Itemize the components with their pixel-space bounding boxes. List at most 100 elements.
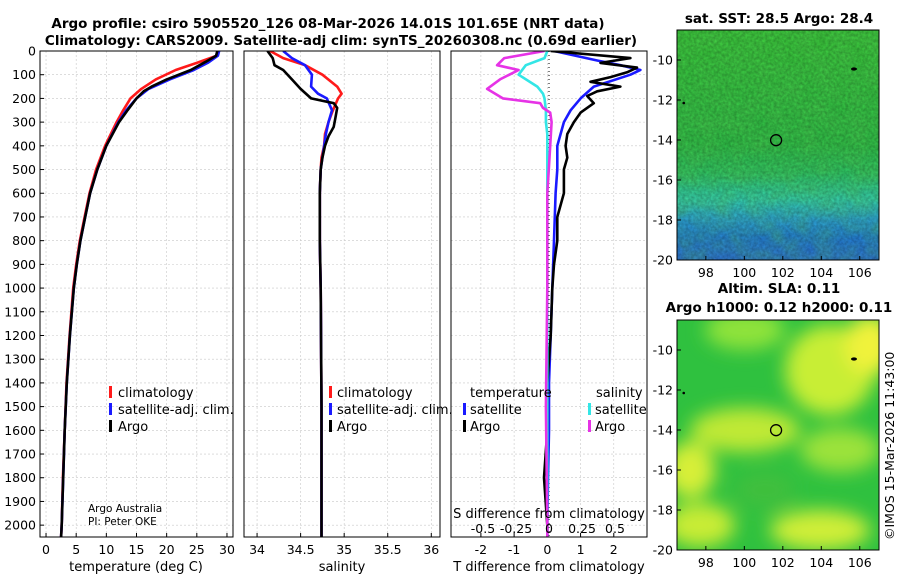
legend-temp-satellite-label: satellite [470, 403, 522, 418]
temperature-difference-tick-labels: -2 -1 0 1 2 [475, 542, 618, 557]
map-y-tick-label: -14 [653, 133, 673, 148]
y-tick-label: 100 [12, 67, 36, 82]
x-tick-label: 20 [159, 542, 175, 557]
y-tick-label: 800 [12, 233, 36, 248]
x-tick-label: 34 [249, 542, 265, 557]
x-tick-label: 25 [189, 542, 205, 557]
y-tick-label: 1300 [4, 352, 36, 367]
legend-sal-argo-label: Argo [595, 420, 625, 435]
y-tick-label: 1000 [4, 281, 36, 296]
x-tick-label: 35.5 [374, 542, 402, 557]
credit-line-1: Argo Australia [88, 503, 162, 515]
title-line-2: Climatology: CARS2009. Satellite-adj cli… [45, 33, 637, 49]
map-y-tick-label: -14 [653, 423, 673, 438]
copyright-stamp: ©IMOS 15-Mar-2026 11:43:00 [882, 352, 897, 540]
legend-sal-satellite-swatch [588, 403, 591, 415]
map-y-tick-label: -16 [653, 173, 673, 188]
legend-argo-swatch [109, 420, 112, 432]
altimetry-title-2: Argo h1000: 0.12 h2000: 0.11 [666, 300, 893, 316]
legend-climatology-label: climatology [118, 386, 194, 401]
y-tick-label: 1800 [4, 470, 36, 485]
sst-tick-labels: 98 100 102 104 106 -10 -12 -14 -16 -18 -20 [653, 53, 872, 281]
x-tick-label-salinity: 0 [545, 521, 553, 536]
y-tick-label: 1600 [4, 423, 36, 438]
temperature-xlabel: temperature (deg C) [69, 560, 203, 575]
y-tick-label: 2000 [4, 518, 36, 533]
x-tick-label: 35 [336, 542, 352, 557]
map-y-tick-label: -18 [653, 503, 673, 518]
temperature-lines [59, 51, 221, 537]
island-marker [682, 101, 686, 105]
y-tick-label: 300 [12, 115, 36, 130]
y-tick-label: 500 [12, 162, 36, 177]
map-y-tick-label: -20 [653, 253, 673, 268]
legend-climatology-label: climatology [337, 386, 413, 401]
salinity-grid [244, 50, 440, 537]
sla-tick-labels: 98 100 102 104 106 -10 -12 -14 -16 -18 -20 [653, 343, 872, 571]
salinity-legend: climatology satellite-adj. clim. Argo [329, 386, 453, 435]
difference-panel: -2 -1 0 1 2 -0.5 -0.25 0 0.25 0.5 S difference f… [450, 50, 648, 575]
y-tick-label: 700 [12, 209, 36, 224]
x-tick-label: 0 [543, 542, 551, 557]
map-y-tick-label: -12 [653, 383, 673, 398]
series-line [542, 51, 639, 537]
legend-climatology-swatch [109, 386, 112, 398]
salinity-panel: 34 34.5 35 35.5 36 salinity climatology sate… [243, 50, 453, 575]
difference-axes-box [450, 50, 648, 538]
y-tick-label: 900 [12, 257, 36, 272]
y-tick-label: 600 [12, 186, 36, 201]
temperature-grid [40, 50, 233, 537]
sst-map: sat. SST: 28.5 Argo: 28.4 98 100 102 104 106… [653, 11, 880, 281]
sla-markers [682, 357, 857, 437]
title-line-1: Argo profile: csiro 5905520_126 08-Mar-2… [51, 16, 604, 32]
map-y-tick-label: -20 [653, 543, 673, 558]
legend-satellite-label: satellite-adj. clim. [337, 403, 453, 418]
y-tick-label: 200 [12, 91, 36, 106]
y-tick-label: 1900 [4, 494, 36, 509]
legend-sal-satellite-label: satellite [595, 403, 647, 418]
x-tick-label: 15 [129, 542, 145, 557]
map-x-tick-label: 100 [732, 265, 756, 280]
y-tick-label: 1700 [4, 447, 36, 462]
legend-header-temperature: temperature [470, 386, 552, 401]
depth-tick-labels: 0 100 200 300 400 500 600 700 800 900 1000 1100 1200… [4, 44, 44, 533]
map-x-tick-label: 102 [771, 265, 795, 280]
salinity-difference-tick-labels: -0.5 -0.25 0 0.25 0.5 [471, 521, 625, 536]
salinity-axes-box [243, 50, 441, 538]
legend-header-salinity: salinity [596, 386, 643, 401]
salinity-difference-xlabel: S difference from climatology [453, 507, 645, 522]
legend-argo-label: Argo [337, 420, 367, 435]
x-tick-label: -2 [475, 542, 487, 557]
series-line [59, 51, 219, 537]
map-y-tick-label: -18 [653, 213, 673, 228]
y-tick-label: 1500 [4, 399, 36, 414]
difference-lines [485, 51, 642, 537]
x-tick-label: 34.5 [287, 542, 315, 557]
x-tick-label: -1 [508, 542, 520, 557]
difference-legend: temperature salinity satellite Argo sate… [463, 386, 647, 435]
map-x-tick-label: 106 [848, 265, 872, 280]
legend-satellite-swatch [329, 403, 332, 415]
temperature-difference-xlabel: T difference from climatology [452, 560, 645, 575]
x-tick-label: 1 [577, 542, 585, 557]
island-marker [850, 357, 857, 361]
temperature-tick-labels: 0 5 10 15 20 25 30 [42, 542, 235, 557]
legend-sal-argo-swatch [588, 420, 591, 432]
legend-satellite-label: satellite-adj. clim. [118, 403, 234, 418]
x-tick-label-salinity: -0.25 [500, 521, 532, 536]
x-tick-label: 0 [42, 542, 50, 557]
legend-satellite-swatch [109, 403, 112, 415]
temperature-legend: climatology satellite-adj. clim. Argo [109, 386, 234, 435]
map-y-tick-label: -10 [653, 343, 673, 358]
y-tick-label: 1200 [4, 328, 36, 343]
temperature-axes-box [39, 50, 234, 538]
x-tick-label: 10 [98, 542, 114, 557]
y-tick-label: 400 [12, 138, 36, 153]
legend-temp-satellite-swatch [463, 403, 466, 415]
map-x-tick-label: 98 [698, 555, 714, 570]
legend-argo-swatch [329, 420, 332, 432]
map-x-tick-label: 106 [848, 555, 872, 570]
legend-argo-label: Argo [118, 420, 148, 435]
map-x-tick-label: 98 [698, 265, 714, 280]
